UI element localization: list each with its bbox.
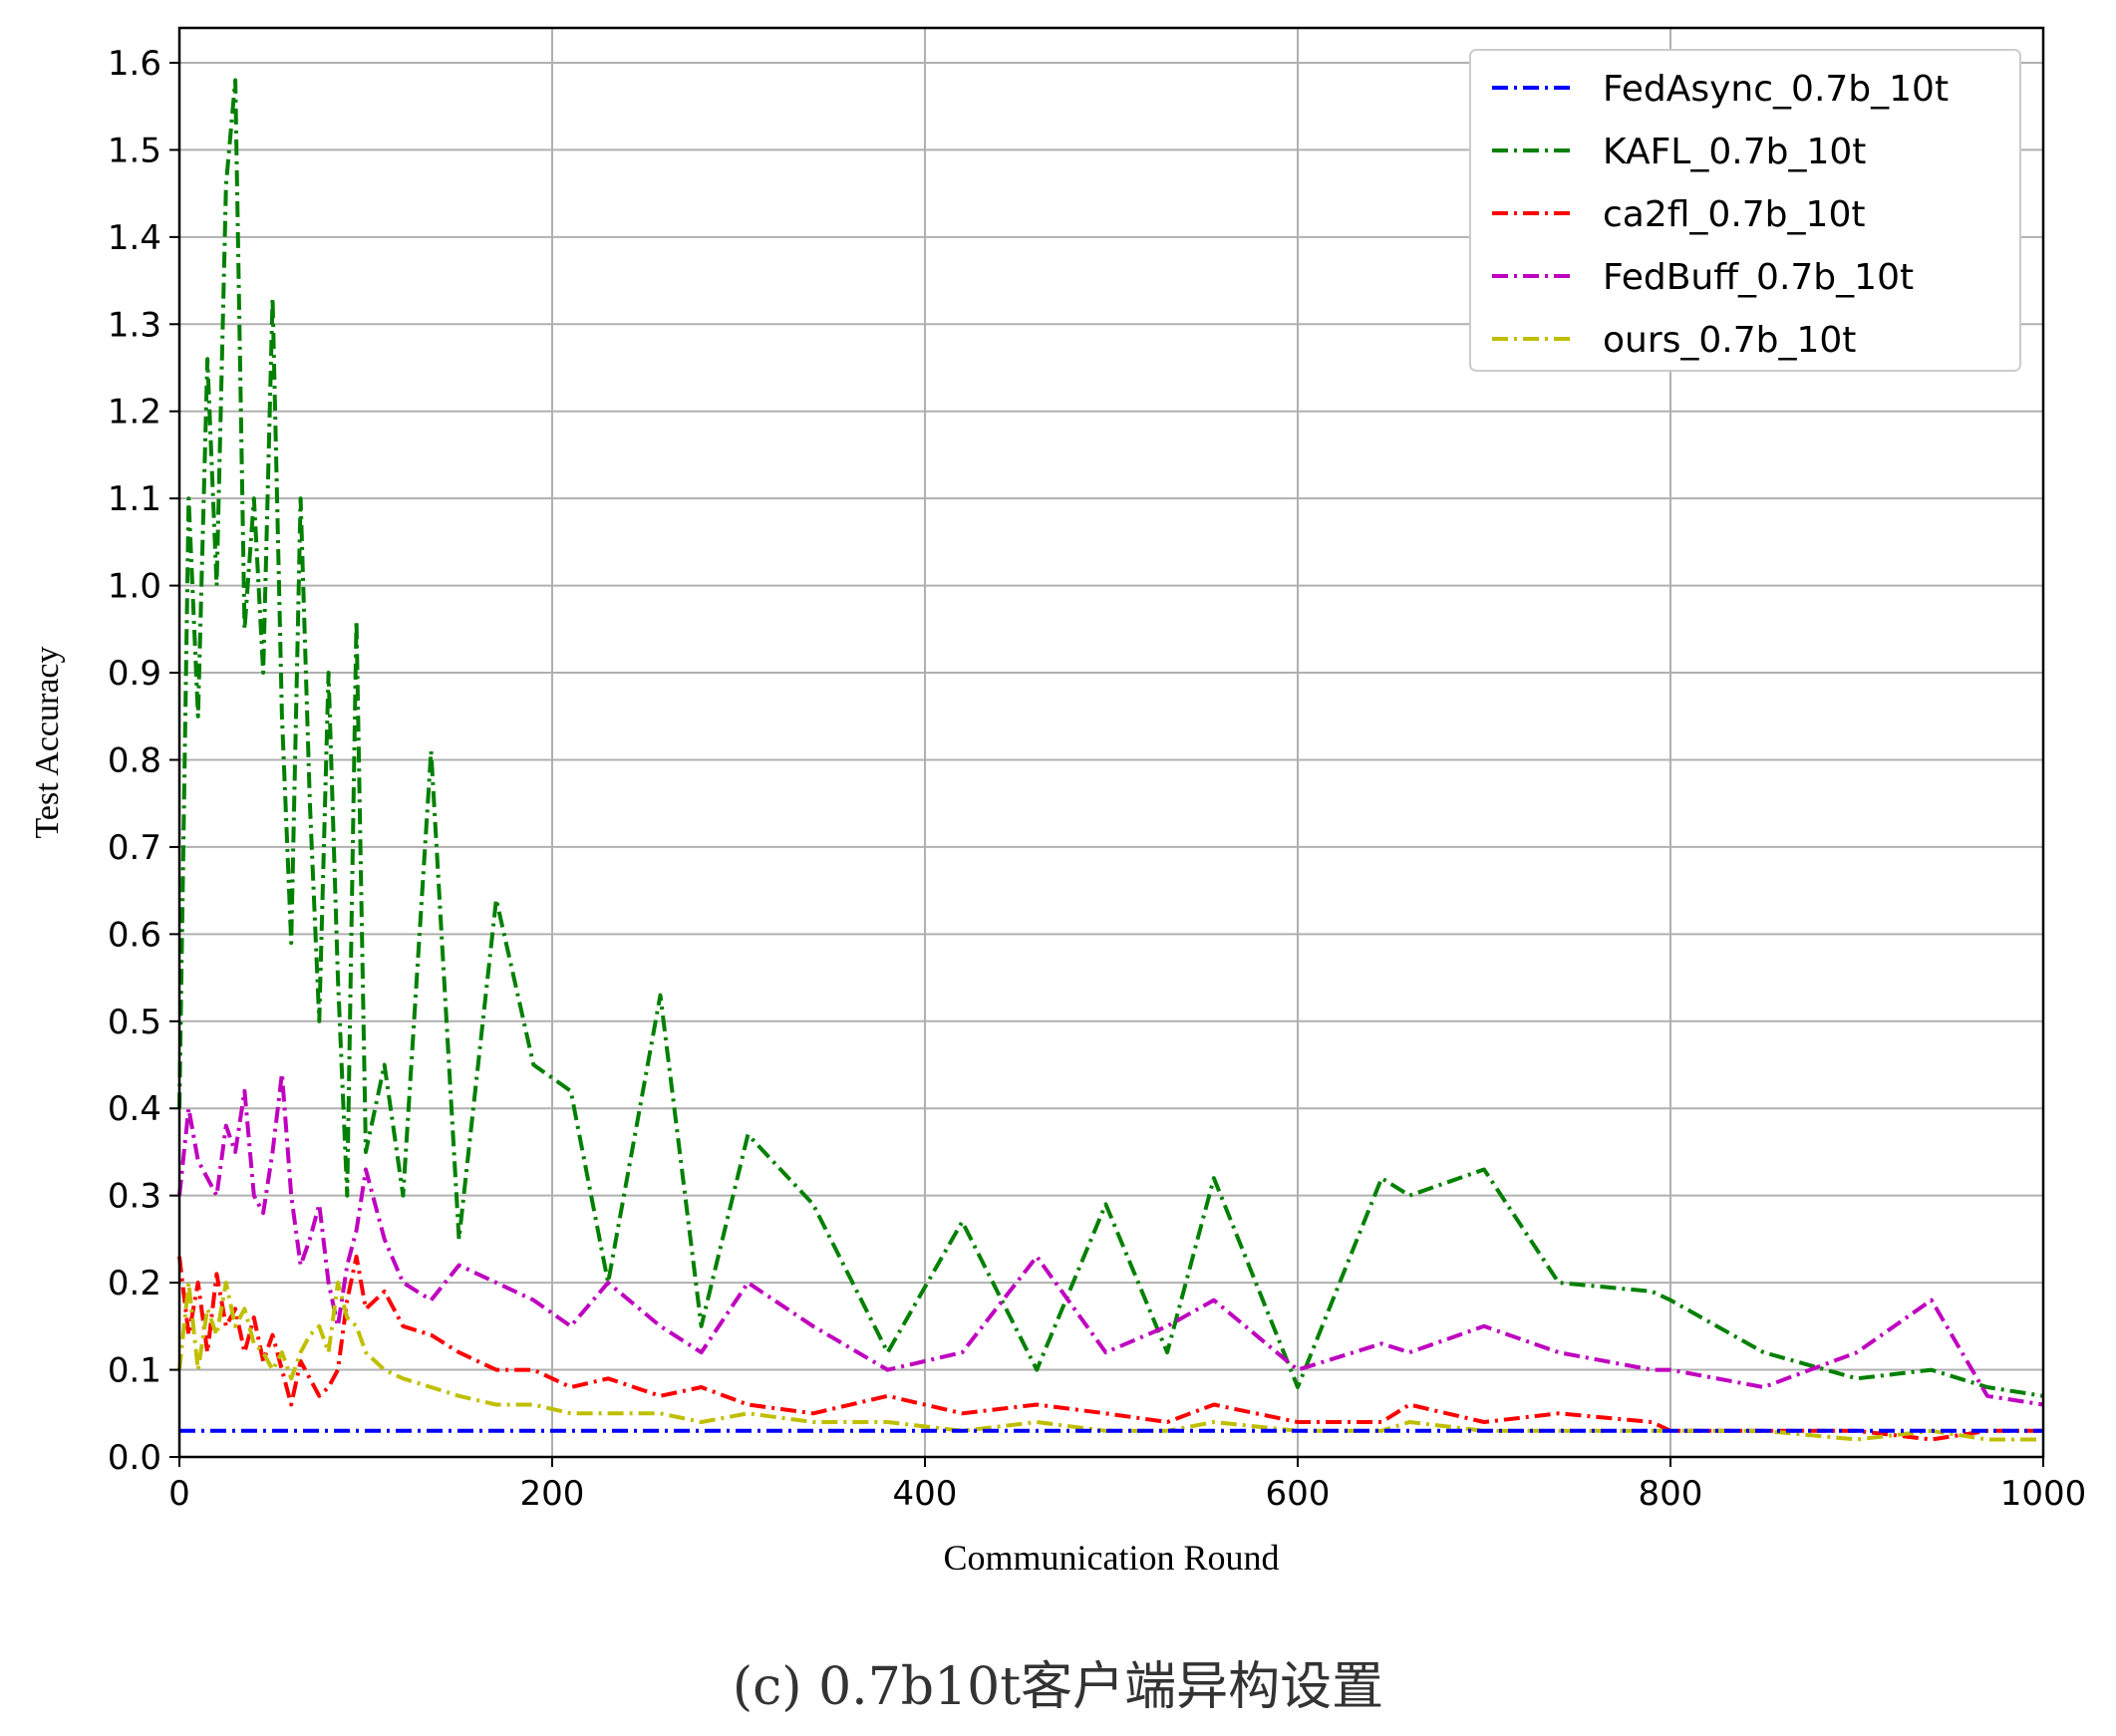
x-tick-label: 1000	[2000, 1474, 2087, 1514]
y-tick-label: 0.7	[108, 828, 161, 868]
legend-label: KAFL_0.7b_10t	[1603, 132, 1866, 172]
y-tick-label: 1.5	[108, 131, 161, 170]
series-line-2	[177, 1254, 2043, 1442]
plot-frame	[177, 26, 2045, 1459]
x-tick-label: 0	[168, 1474, 190, 1514]
legend-label: FedAsync_0.7b_10t	[1603, 69, 1949, 110]
y-tick-label: 0.9	[108, 654, 161, 694]
y-tick-label: 1.1	[108, 479, 161, 519]
y-tick-label: 0.4	[108, 1089, 161, 1129]
legend-items: FedAsync_0.7b_10t KAFL_0.7b_10t ca2fl_0.7b…	[1492, 69, 1949, 361]
y-tick-label: 1.6	[108, 44, 161, 84]
legend: FedAsync_0.7b_10t KAFL_0.7b_10t ca2fl_0.7b…	[1469, 49, 2021, 372]
x-tick-label: 400	[893, 1474, 958, 1514]
x-tick-label: 800	[1639, 1474, 1703, 1514]
figure-caption: (c) 0.7b10t客户端异构设置	[732, 1657, 1384, 1717]
y-tick-label: 0.0	[108, 1438, 161, 1478]
legend-label: ours_0.7b_10t	[1603, 320, 1856, 361]
x-axis-label: Communication Round	[944, 1538, 1280, 1578]
y-tick-label: 1.0	[108, 567, 161, 607]
x-tick-label: 600	[1266, 1474, 1331, 1514]
x-tick-label: 200	[520, 1474, 585, 1514]
y-tick-label: 0.5	[108, 1003, 161, 1042]
y-tick-label: 0.2	[108, 1264, 161, 1303]
y-tick-label: 0.6	[108, 915, 161, 955]
y-tick-label: 1.4	[108, 218, 161, 258]
y-axis-label: Test Accuracy	[29, 646, 66, 838]
legend-box	[1469, 49, 2021, 372]
y-tick-label: 0.8	[108, 740, 161, 780]
legend-label: ca2fl_0.7b_10t	[1603, 194, 1865, 235]
tick-layer: 0 200 400 600 800 1000 0.0 0.1 0.2 0.3 0.4 0.5 0.6 0.…	[108, 44, 2086, 1514]
y-tick-label: 1.3	[108, 305, 161, 345]
series-layer	[177, 78, 2044, 1442]
series-line-1	[177, 78, 2044, 1398]
series-line-3	[177, 1071, 2044, 1407]
series-line-4	[177, 1281, 2043, 1442]
legend-label: FedBuff_0.7b_10t	[1603, 257, 1914, 298]
y-tick-label: 0.1	[108, 1351, 161, 1391]
y-tick-label: 0.3	[108, 1177, 161, 1217]
y-tick-label: 1.2	[108, 393, 161, 433]
